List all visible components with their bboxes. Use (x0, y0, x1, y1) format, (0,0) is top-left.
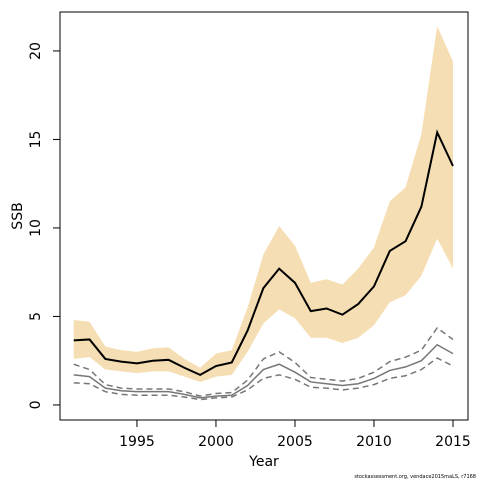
series-line (73, 343, 454, 399)
footnote: stockassessment.org, vendace2015maLS, r7… (354, 474, 476, 480)
y-tick-label: 20 (28, 42, 44, 60)
x-tick-label: 2015 (435, 434, 471, 450)
y-tick-label: 5 (28, 312, 44, 321)
confidence-band (73, 26, 453, 382)
x-axis-label: Year (248, 454, 279, 470)
series-line (73, 357, 454, 401)
x-tick-label: 2010 (356, 434, 392, 450)
y-tick-label: 0 (28, 400, 44, 409)
x-tick-label: 1995 (119, 434, 155, 450)
x-tick-label: 2000 (198, 434, 234, 450)
y-tick-label: 15 (28, 131, 44, 149)
series-line (73, 129, 454, 376)
y-tick-label: 10 (28, 219, 44, 237)
x-tick-label: 2005 (277, 434, 313, 450)
series-line (73, 326, 454, 397)
plot-frame (59, 11, 469, 421)
y-axis-label: SSB (10, 202, 26, 229)
